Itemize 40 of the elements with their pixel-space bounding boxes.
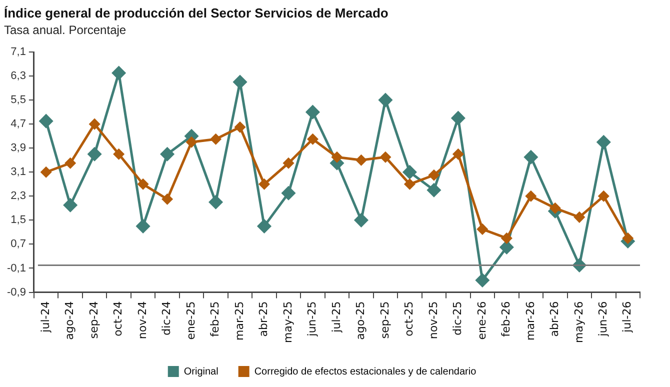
y-tick-label: 2,3 [10,190,26,202]
x-tick-label: ene-26 [475,301,488,340]
x-tick-label: mar-26 [524,301,537,341]
x-tick-label: nov-25 [426,301,440,340]
y-tick-label: -0,1 [6,262,26,274]
x-tick-label: jul-25 [330,301,343,334]
x-tick-label: jul-24 [38,301,52,334]
x-tick-label: feb-25 [208,301,222,337]
x-tick-label: ago-25 [354,301,368,340]
y-tick-label: 3,1 [10,166,26,178]
x-tick-label: dic-25 [451,301,464,336]
y-tick-label: -0,9 [6,286,26,298]
chart-subtitle: Tasa anual. Porcentaje [4,23,126,38]
x-tick-label: abr-25 [257,301,270,337]
x-tick-label: oct-25 [402,301,416,336]
y-tick-label: 7,1 [10,46,26,58]
x-tick-label: sep-25 [378,301,392,339]
legend-label: Original [184,366,218,378]
y-tick-label: 5,5 [10,94,26,106]
x-tick-label: mar-25 [232,301,246,341]
x-tick-label: ago-24 [63,301,76,340]
x-tick-label: may-25 [281,301,294,344]
y-tick-label: 6,3 [10,70,26,82]
x-tick-label: jun-26 [596,301,610,338]
x-tick-label: may-26 [572,301,586,344]
y-tick-label: 4,7 [10,118,26,130]
x-tick-label: nov-24 [136,301,149,340]
y-tick-label: 3,9 [10,142,26,154]
x-tick-label: jun-25 [306,301,319,338]
x-tick-label: abr-26 [548,301,562,337]
x-tick-label: ene-25 [184,301,198,340]
legend-label: Corregido de efectos estacionales y de calendario [254,366,477,378]
x-tick-label: dic-24 [160,301,174,336]
x-tick-label: feb-26 [500,301,513,337]
y-tick-label: 1,5 [10,214,26,226]
chart-title: Índice general de producción del Sector Servicios de Mercado [4,5,388,20]
x-tick-label: sep-24 [87,301,100,339]
y-tick-label: 0,7 [10,238,26,250]
x-tick-label: oct-24 [112,301,125,336]
x-tick-label: jul-26 [620,301,634,334]
